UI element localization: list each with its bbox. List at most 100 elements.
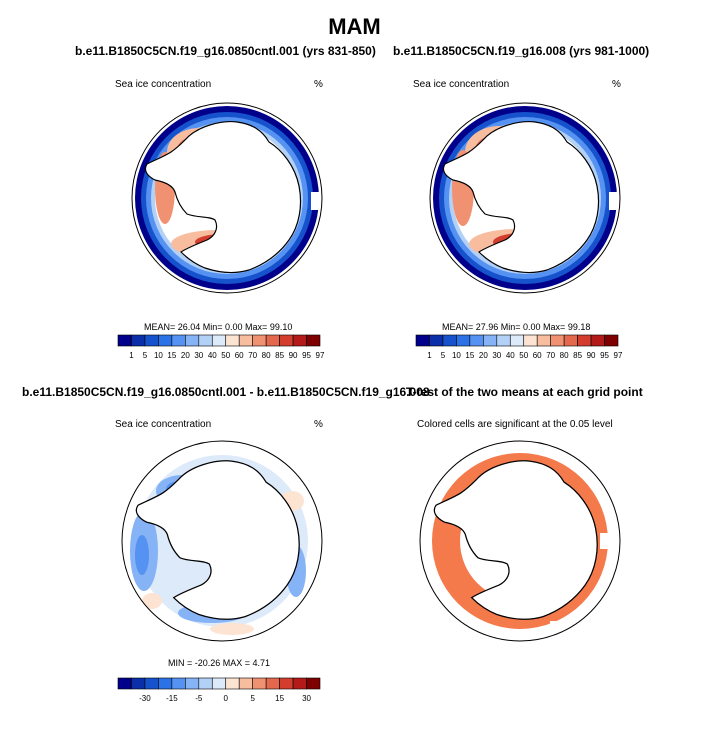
colorbar-tick-label: 85 [275,351,284,360]
colorbar-swatch [225,334,240,347]
colorbar-swatch [252,677,267,690]
colorbar-tick-label: 1 [129,351,134,360]
panel2-title: b.e11.B1850C5CN.f19_g16.008 (yrs 981-100… [393,44,650,58]
panel4-center-label: Colored cells are significant at the 0.0… [417,419,613,430]
colorbar-tick-label: 0 [224,694,229,703]
colorbar-swatch [563,334,578,347]
colorbar-swatch [131,677,146,690]
colorbar-tick-label: 40 [506,351,515,360]
colorbar-tick-label: 80 [262,351,271,360]
colorbar-tick-label: 60 [533,351,542,360]
panel2-variable-label: Sea ice concentration [413,79,510,90]
colorbar-swatch [252,334,267,347]
colorbar-swatch [185,334,200,347]
colorbar-tick-label: 30 [492,351,501,360]
colorbar-swatch [198,677,213,690]
colorbar-tick-label: 50 [519,351,528,360]
colorbar-swatch [496,334,511,347]
colorbar-swatch [265,334,280,347]
colorbar-tick-label: 15 [167,351,176,360]
colorbar-tick-label: 90 [289,351,298,360]
colorbar-swatch [292,677,307,690]
colorbar-swatch [158,677,173,690]
colorbar-tick-label: 70 [546,351,555,360]
colorbar-swatch [238,334,253,347]
colorbar-tick-label: 20 [181,351,190,360]
panel1-map [131,102,323,294]
panel4-map [419,440,621,642]
panel3-colorbar: -30 -15 -5 0 5 15 30 [117,677,321,703]
panel3-units-label: % [314,419,323,430]
colorbar-swatch [185,677,200,690]
panel1-title: b.e11.B1850C5CN.f19_g16.0850cntl.001 (yr… [75,44,376,58]
panel1-units-label: % [314,79,323,90]
colorbar-tick-label: 30 [302,694,311,703]
colorbar-tick-label: 20 [479,351,488,360]
panel1-colorbar: 1 5 10 15 20 30 40 50 60 70 80 85 90 95 97 [117,334,325,360]
main-title: MAM [328,14,381,39]
colorbar-swatch [509,334,525,347]
colorbar-swatch [265,677,280,690]
colorbar-swatch [279,334,294,347]
colorbar-tick-label: 80 [560,351,569,360]
colorbar-tick-label: 1 [427,351,432,360]
colorbar-tick-label: 95 [600,351,609,360]
colorbar-swatch [171,334,186,347]
colorbar-tick-label: 40 [208,351,217,360]
colorbar-swatch [117,677,132,690]
colorbar-swatch [238,677,253,690]
colorbar-swatch [415,334,430,347]
colorbar-swatch [604,334,619,347]
colorbar-tick-label: 30 [194,351,203,360]
colorbar-swatch [292,334,307,347]
colorbar-tick-label: 95 [302,351,311,360]
colorbar-tick-label: 97 [316,351,325,360]
panel2-stats: MEAN= 27.96 Min= 0.00 Max= 99.18 [442,322,591,332]
colorbar-swatch [171,677,186,690]
panel3-variable-label: Sea ice concentration [115,419,212,430]
colorbar-tick-label: 10 [452,351,461,360]
colorbar-tick-label: 97 [614,351,623,360]
colorbar-swatch [483,334,498,347]
colorbar-tick-label: 50 [221,351,230,360]
colorbar-tick-label: 10 [154,351,163,360]
colorbar-tick-label: 15 [275,694,284,703]
colorbar-swatch [198,334,213,347]
colorbar-tick-label: 15 [465,351,474,360]
colorbar-tick-label: 5 [143,351,148,360]
colorbar-swatch [158,334,173,347]
colorbar-swatch [279,677,294,690]
colorbar-swatch [131,334,146,347]
colorbar-tick-label: 85 [573,351,582,360]
colorbar-swatch [144,334,159,347]
colorbar-tick-label: 5 [441,351,446,360]
colorbar-tick-label: 90 [587,351,596,360]
colorbar-swatch [442,334,457,347]
colorbar-tick-label: -30 [139,694,151,703]
colorbar-swatch [225,677,240,690]
panel2-colorbar: 1 5 10 15 20 30 40 50 60 70 80 85 90 95 97 [415,334,623,360]
colorbar-swatch [577,334,592,347]
colorbar-tick-label: -5 [195,694,203,703]
panel3-map [121,440,323,642]
colorbar-swatch [469,334,484,347]
panel1-variable-label: Sea ice concentration [115,79,212,90]
colorbar-swatch [117,334,132,347]
colorbar-swatch [144,677,159,690]
colorbar-swatch [523,334,538,347]
colorbar-tick-label: 60 [235,351,244,360]
colorbar-swatch [306,334,321,347]
colorbar-swatch [211,334,227,347]
panel2-units-label: % [612,79,621,90]
panel3-stats: MIN = -20.26 MAX = 4.71 [168,658,271,668]
colorbar-tick-label: 5 [250,694,255,703]
colorbar-swatch [536,334,551,347]
colorbar-tick-label: 70 [248,351,257,360]
colorbar-swatch [550,334,565,347]
panel2-map [429,102,621,294]
panel1-stats: MEAN= 26.04 Min= 0.00 Max= 99.10 [144,322,293,332]
colorbar-tick-label: -15 [166,694,178,703]
colorbar-swatch [590,334,605,347]
panel4-title: T-test of the two means at each grid poi… [406,385,643,399]
colorbar-swatch [429,334,444,347]
